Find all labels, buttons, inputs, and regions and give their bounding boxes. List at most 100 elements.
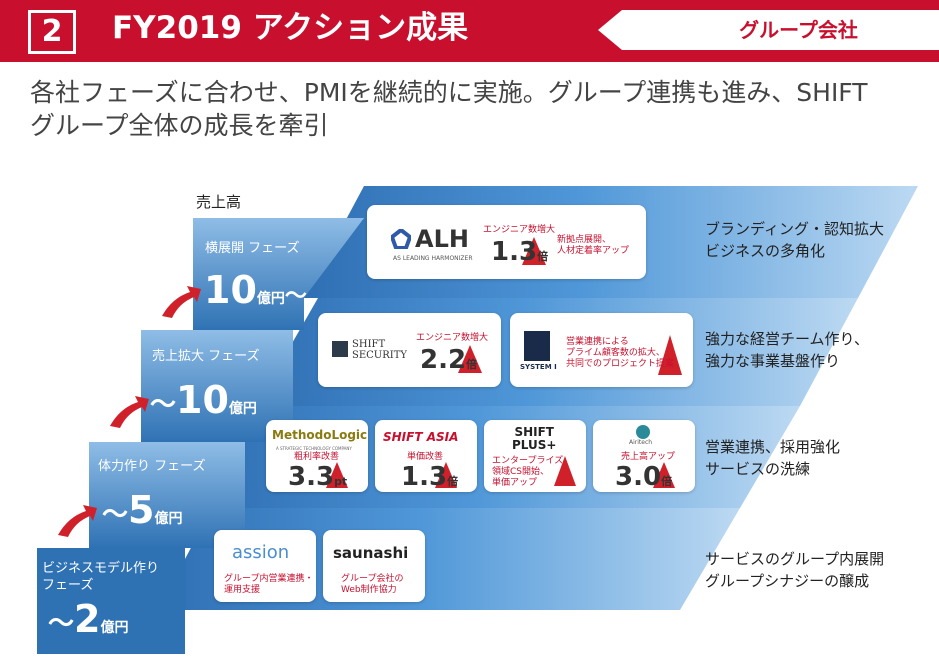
step-4-suffix: 〜 [284, 284, 307, 309]
security-value: 2.2倍 [420, 345, 477, 375]
row1-desc-2: グループシナジーの醸成 [705, 572, 870, 590]
methodo-unit: pt [334, 475, 348, 488]
methodo-number: 3.3 [288, 462, 335, 492]
alh-note-1: 新拠点展開、 [557, 235, 612, 245]
security-logo-2: SECURITY [352, 350, 407, 361]
plus-note: エンタープライズ 領域CS開始、 単価アップ [492, 456, 563, 489]
step-1-shape [37, 548, 185, 654]
group-company-tag: グループ会社 [598, 10, 939, 50]
alh-number: 1.3 [491, 237, 538, 267]
alh-unit: 倍 [537, 250, 549, 263]
row2-desc-2: サービスの洗練 [705, 460, 811, 478]
row4-desc-1: ブランディング・認知拡大 [705, 220, 884, 238]
plus-note-3: 単価アップ [492, 478, 538, 488]
step-2-prefix: 〜 [102, 500, 129, 530]
group-company-tag-label: グループ会社 [739, 18, 858, 42]
plus-note-2: 領域CS開始、 [492, 467, 549, 477]
step-3-number: 10 [176, 378, 229, 422]
alh-note-2: 人材定着率アップ [557, 246, 630, 256]
card-shift-plus: SHIFT PLUS+ エンタープライズ 領域CS開始、 単価アップ [484, 420, 586, 492]
step-2-value: 〜5億円 [102, 488, 182, 532]
up-arrow-icon [458, 345, 482, 373]
row1-desc-1: サービスのグループ内展開 [705, 550, 885, 568]
step-3-prefix: 〜 [150, 390, 177, 420]
up-arrow-icon [326, 462, 348, 488]
step-4-label: 横展開 フェーズ [205, 241, 300, 256]
plus-logo: SHIFT PLUS+ [512, 426, 556, 452]
step-4-unit: 億円 [256, 291, 285, 307]
step-2-unit: 億円 [154, 511, 183, 527]
assion-note: グループ内営業連携・ 運用支援 [224, 574, 313, 596]
methodo-metric: 粗利率改善 [294, 452, 340, 462]
step-1-label: ビジネスモデル作り フェーズ [42, 560, 159, 594]
plus-logo-2: PLUS+ [512, 438, 557, 452]
row3-desc-2: 強力な事業基盤作り [705, 352, 841, 370]
up-arrow-icon [522, 237, 546, 265]
step-2-label: 体力作り フェーズ [98, 459, 206, 474]
header-bar: 2 FY2019 アクション成果 グループ会社 [0, 0, 939, 62]
subtitle-line-1: 各社フェーズに合わせ、PMIを継続的に実施。グループ連携も進み、SHIFT [30, 78, 868, 107]
row4-description: ブランディング・認知拡大 ビジネスの多角化 [705, 218, 884, 262]
plus-logo-1: SHIFT [514, 425, 554, 439]
asia-metric: 単価改善 [407, 452, 444, 462]
system-i-note: 営業連携による プライム顧客数の拡大、 共同でのプロジェクト提案 [566, 337, 674, 370]
subtitle-line-2: グループ全体の成長を牽引 [30, 111, 329, 140]
plus-note-1: エンタープライズ [492, 456, 564, 466]
assion-note-2: 運用支援 [224, 585, 261, 595]
security-metric: エンジニア数増大 [416, 333, 489, 343]
security-logo-icon [332, 341, 348, 357]
step-1-label-line1: ビジネスモデル作り [42, 561, 160, 576]
alh-logo: ALH [415, 225, 469, 253]
security-logo: SHIFT SECURITY [352, 339, 407, 361]
airitech-number: 3.0 [615, 462, 662, 492]
row4-desc-2: ビジネスの多角化 [705, 242, 826, 260]
airitech-unit: 倍 [661, 475, 673, 488]
card-shift-asia: SHIFT ASIA 単価改善 1.3倍 [375, 420, 477, 492]
up-arrow-icon [554, 456, 576, 486]
alh-value: 1.3倍 [491, 237, 548, 267]
card-airitech: Airitech 売上高アップ 3.0倍 [593, 420, 695, 492]
step-3-value: 〜10億円 [150, 378, 257, 422]
page-title: FY2019 アクション成果 [112, 10, 469, 46]
airitech-value: 3.0倍 [615, 462, 672, 492]
system-i-logo: SYSTEM I [520, 363, 557, 371]
methodo-logo-sub: A STRATEGIC TECHNOLOGY COMPANY [276, 446, 352, 451]
step-1-value: 〜2億円 [48, 597, 128, 641]
alh-logo-sub: AS LEADING HARMONIZER [393, 255, 473, 262]
system-i-note-1: 営業連携による [566, 337, 629, 347]
step-1-prefix: 〜 [48, 609, 75, 639]
card-alh: ALH AS LEADING HARMONIZER エンジニア数増大 1.3倍 … [367, 205, 646, 279]
row1-description: サービスのグループ内展開 グループシナジーの醸成 [705, 548, 884, 592]
alh-note: 新拠点展開、 人材定着率アップ [557, 235, 629, 257]
step-4-number: 10 [204, 268, 257, 312]
row3-desc-1: 強力な経営チーム作り、 [705, 330, 869, 348]
card-system-i: SYSTEM I 営業連携による プライム顧客数の拡大、 共同でのプロジェクト提案 [510, 313, 693, 387]
security-number: 2.2 [420, 345, 467, 375]
step-1-number: 2 [74, 597, 101, 641]
asia-unit: 倍 [447, 475, 459, 488]
assion-note-1: グループ内営業連携・ [224, 574, 314, 584]
asia-number: 1.3 [401, 462, 448, 492]
step-1-label-line2: フェーズ [42, 578, 94, 593]
methodo-value: 3.3pt [288, 462, 347, 492]
asia-logo: SHIFT ASIA [383, 430, 459, 444]
saunashi-logo: saunashi [333, 544, 409, 562]
alh-logo-icon [391, 229, 411, 249]
system-i-note-2: プライム顧客数の拡大、 [566, 348, 665, 358]
up-arrow-icon [653, 462, 675, 488]
security-unit: 倍 [466, 358, 478, 371]
saunashi-note-1: グループ会社の [341, 574, 404, 584]
system-i-logo-icon [524, 331, 550, 361]
card-methodologic: MethodoLogic A STRATEGIC TECHNOLOGY COMP… [266, 420, 368, 492]
step-1-unit: 億円 [100, 620, 129, 636]
security-logo-1: SHIFT [352, 339, 386, 350]
sales-axis-label: 売上高 [196, 193, 242, 211]
up-arrow-icon [435, 462, 457, 488]
up-arrow-icon [658, 335, 682, 375]
card-saunashi: saunashi グループ会社の Web制作協力 [323, 530, 425, 602]
methodo-logo: MethodoLogic [272, 428, 368, 442]
step-4-shape [193, 218, 364, 330]
alh-metric: エンジニア数増大 [483, 225, 556, 235]
airitech-logo-icon [636, 425, 650, 439]
row2-description: 営業連携、採用強化 サービスの洗練 [705, 436, 840, 480]
